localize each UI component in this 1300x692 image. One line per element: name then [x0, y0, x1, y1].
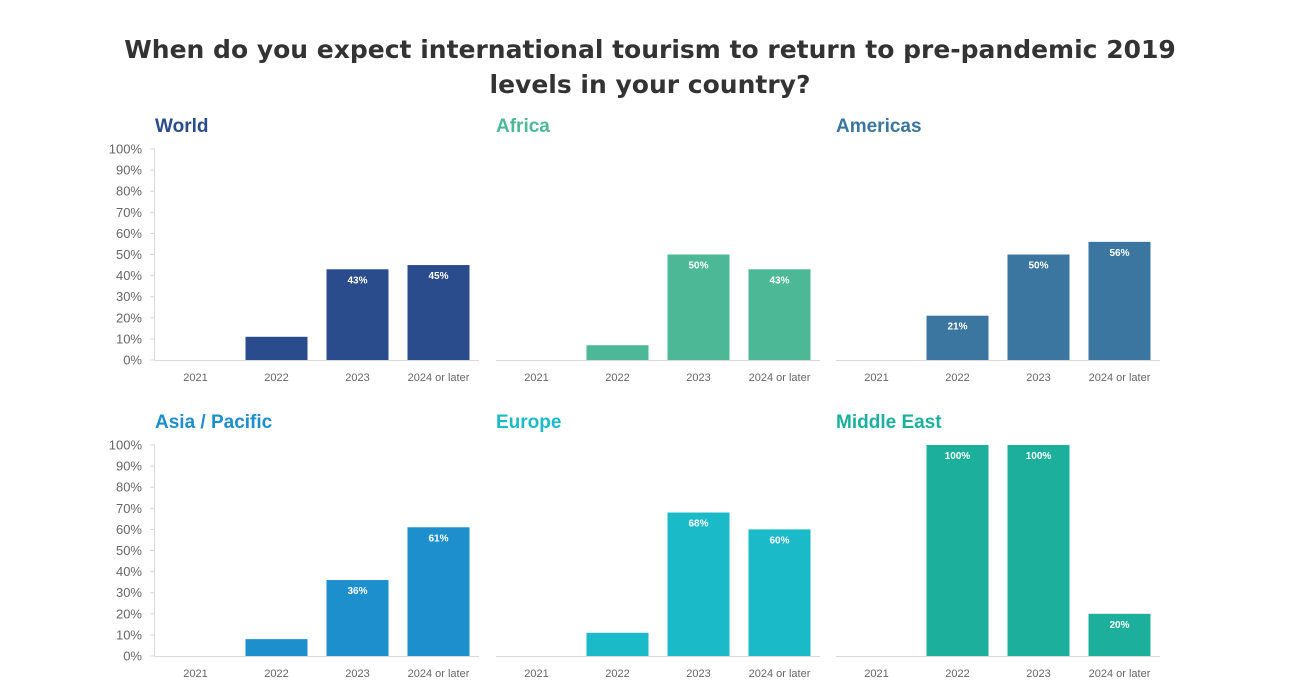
- chart-title: Middle East: [836, 412, 942, 433]
- y-tick-label: 40%: [116, 564, 142, 579]
- y-tick-label: 100%: [109, 142, 143, 157]
- y-tick-label: 0%: [123, 353, 142, 368]
- x-tick-label: 2024 or later: [749, 372, 811, 384]
- x-tick-label: 2023: [345, 668, 369, 680]
- bar-value-label: 36%: [347, 586, 367, 597]
- bar-2023[interactable]: [667, 512, 730, 656]
- y-tick-label: 10%: [116, 331, 142, 346]
- bar-2022[interactable]: [245, 336, 308, 360]
- bar-2024-or-later[interactable]: [1088, 613, 1151, 656]
- x-tick-label: 2023: [686, 668, 710, 680]
- x-tick-label: 2021: [183, 372, 207, 384]
- chart-panel-americas: Americas 2021 21% 2022 50% 2023 56% 2024 or lat…: [836, 116, 1160, 384]
- bar-value-label: 50%: [688, 261, 708, 272]
- bar-value-label: 68%: [688, 519, 708, 530]
- y-tick-label: 40%: [116, 268, 142, 283]
- y-tick-label: 70%: [116, 205, 142, 220]
- y-tick-label: 20%: [116, 606, 142, 621]
- y-tick-label: 30%: [116, 289, 142, 304]
- bar-2023[interactable]: [326, 580, 389, 656]
- chart-title: Europe: [496, 412, 561, 433]
- bar-value-label: 20%: [1109, 620, 1129, 631]
- x-tick-label: 2023: [1026, 372, 1050, 384]
- bar-value-label: 43%: [769, 275, 789, 286]
- x-tick-label: 2024 or later: [1089, 372, 1151, 384]
- bar-2023[interactable]: [667, 254, 730, 361]
- x-tick-label: 2023: [345, 372, 369, 384]
- chart-title: World: [155, 116, 208, 137]
- x-tick-label: 2021: [183, 668, 207, 680]
- y-tick-label: 60%: [116, 226, 142, 241]
- bar-value-label: 60%: [769, 535, 789, 546]
- chart-panel-africa: Africa 2021 2022 50% 2023 43% 2024 or later: [496, 116, 820, 384]
- x-tick-label: 2021: [864, 668, 888, 680]
- x-tick-label: 2021: [524, 372, 548, 384]
- y-tick-label: 50%: [116, 247, 142, 262]
- chart-title: Americas: [836, 116, 922, 137]
- y-tick-label: 0%: [123, 649, 142, 664]
- bar-2023[interactable]: [1007, 445, 1070, 656]
- chart-panel-europe: Europe 2021 2022 68% 2023 60% 2024 or later: [496, 412, 820, 680]
- y-tick-label: 100%: [109, 438, 143, 453]
- x-tick-label: 2022: [605, 668, 629, 680]
- x-tick-label: 2021: [864, 372, 888, 384]
- bar-value-label: 100%: [945, 451, 971, 462]
- bar-value-label: 43%: [347, 275, 367, 286]
- y-tick-label: 50%: [116, 543, 142, 558]
- bar-2024-or-later[interactable]: [407, 527, 470, 656]
- x-tick-label: 2022: [605, 372, 629, 384]
- bar-2022[interactable]: [586, 345, 649, 360]
- bar-value-label: 45%: [428, 271, 448, 282]
- y-tick-label: 30%: [116, 585, 142, 600]
- x-tick-label: 2022: [264, 668, 288, 680]
- chart-panel-middle-east: Middle East 2021 100% 2022 100% 2023 20% 2024 o…: [836, 412, 1160, 680]
- x-tick-label: 2023: [1026, 668, 1050, 680]
- x-tick-label: 2024 or later: [408, 668, 470, 680]
- bar-2022[interactable]: [586, 632, 649, 656]
- y-tick-label: 70%: [116, 501, 142, 516]
- y-tick-label: 20%: [116, 310, 142, 325]
- x-tick-label: 2024 or later: [408, 372, 470, 384]
- bar-2024-or-later[interactable]: [748, 269, 811, 360]
- x-tick-label: 2022: [264, 372, 288, 384]
- chart-title: Asia / Pacific: [155, 412, 273, 433]
- chart-title: Africa: [496, 116, 550, 137]
- chart-panel-world: World 0% 10% 20% 30% 40% 50% 60% 70% 80% 90% 100% 20…: [109, 116, 479, 384]
- bar-2022[interactable]: [926, 445, 989, 656]
- x-tick-label: 2022: [945, 372, 969, 384]
- chart-panel-asia-pacific: Asia / Pacific 0% 10% 20% 30% 40% 50% 60% 70% 80%…: [109, 412, 479, 680]
- bar-value-label: 100%: [1026, 451, 1052, 462]
- y-tick-label: 80%: [116, 184, 142, 199]
- y-tick-label: 90%: [116, 163, 142, 178]
- bar-2024-or-later[interactable]: [1088, 241, 1151, 360]
- bar-2022[interactable]: [926, 315, 989, 360]
- bar-2023[interactable]: [326, 269, 389, 360]
- bar-value-label: 56%: [1109, 248, 1129, 259]
- bar-2024-or-later[interactable]: [748, 529, 811, 656]
- bar-value-label: 21%: [947, 322, 967, 333]
- bar-2023[interactable]: [1007, 254, 1070, 361]
- y-tick-label: 10%: [116, 627, 142, 642]
- bar-value-label: 50%: [1028, 261, 1048, 272]
- x-tick-label: 2023: [686, 372, 710, 384]
- bar-2024-or-later[interactable]: [407, 265, 470, 360]
- bar-value-label: 61%: [428, 533, 448, 544]
- x-tick-label: 2024 or later: [749, 668, 811, 680]
- y-tick-label: 60%: [116, 522, 142, 537]
- y-tick-label: 90%: [116, 459, 142, 474]
- x-tick-label: 2022: [945, 668, 969, 680]
- page-title: When do you expect international tourism…: [124, 35, 1176, 99]
- bar-2022[interactable]: [245, 639, 308, 656]
- x-tick-label: 2021: [524, 668, 548, 680]
- y-tick-label: 80%: [116, 480, 142, 495]
- x-tick-label: 2024 or later: [1089, 668, 1151, 680]
